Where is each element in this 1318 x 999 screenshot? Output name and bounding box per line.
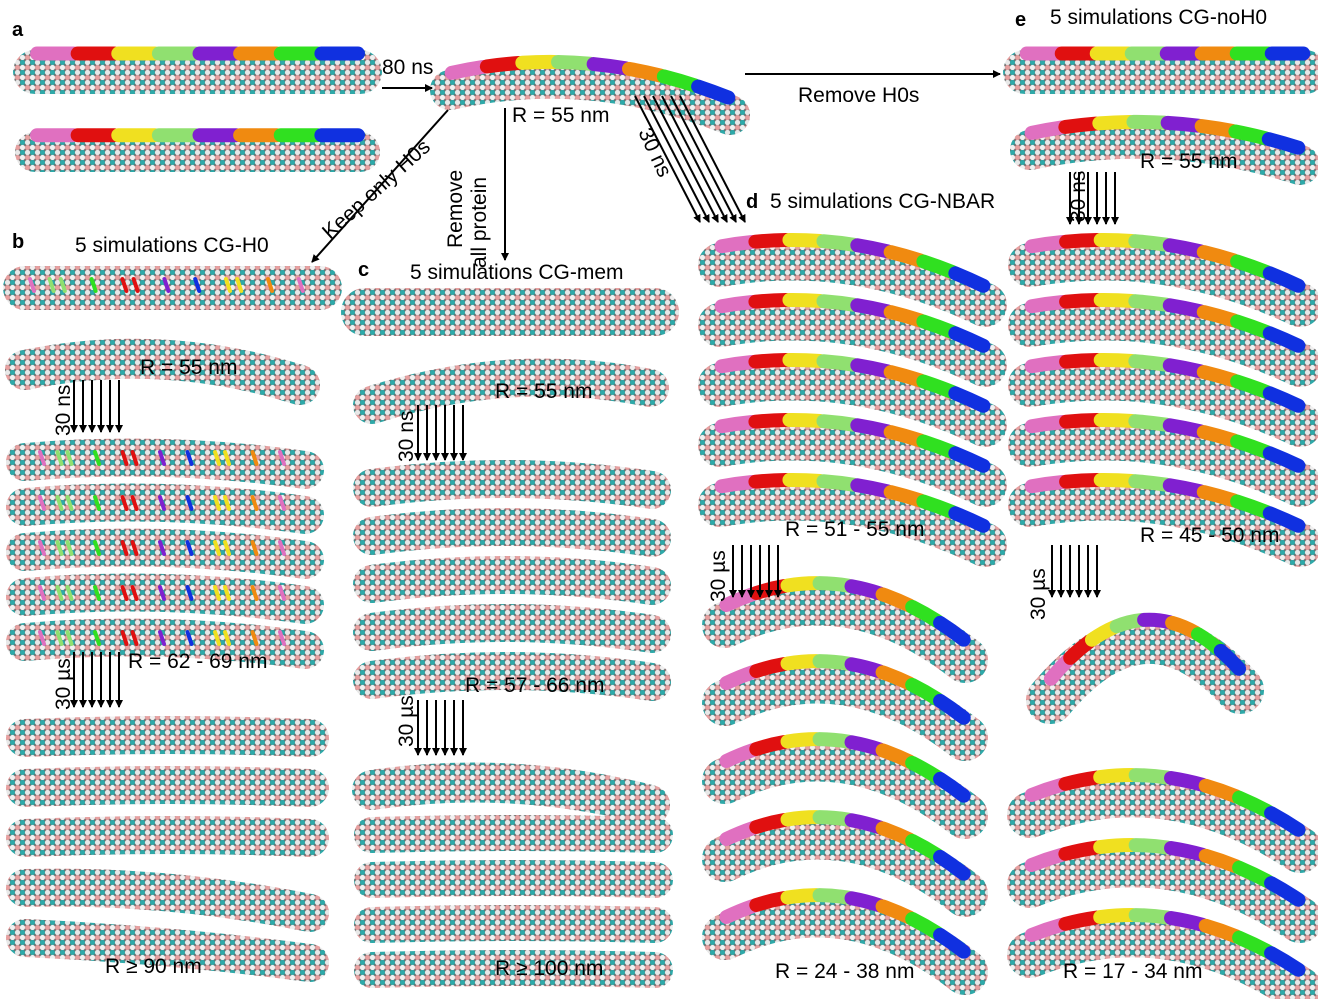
radius-label: R = 45 - 50 nm xyxy=(1140,524,1279,547)
membrane xyxy=(372,575,652,586)
figure: a 80 ns R = 55 nm Remove H0s Keep only H… xyxy=(0,0,1318,999)
panel-title: 5 simulations CG-noH0 xyxy=(1050,6,1267,29)
panel-title: 5 simulations CG-NBAR xyxy=(770,190,995,213)
radius-label: R = 57 - 66 nm xyxy=(465,674,604,697)
panel-title: 5 simulations CG-H0 xyxy=(75,234,269,257)
radius-label: R = 62 - 69 nm xyxy=(128,650,267,673)
radius-label: R ≥ 90 nm xyxy=(105,955,202,978)
time-label: 80 ns xyxy=(382,56,433,79)
radius-label: R = 55 nm xyxy=(495,380,592,403)
membrane xyxy=(372,782,650,805)
transition-label: Remove xyxy=(444,170,467,248)
membrane xyxy=(25,735,310,738)
membrane xyxy=(25,888,310,913)
radius-label: R = 55 nm xyxy=(512,104,609,127)
time-label: 30 µs xyxy=(707,550,730,602)
time-label: 30 µs xyxy=(52,658,75,710)
membrane xyxy=(372,527,652,538)
radius-label: R = 24 - 38 nm xyxy=(775,960,914,983)
membrane xyxy=(372,479,652,490)
panel-label: e xyxy=(1015,9,1026,31)
time-label: 30 ns xyxy=(1067,171,1090,222)
panel-label: a xyxy=(12,19,24,41)
transition-label: all protein xyxy=(468,177,491,268)
membrane xyxy=(372,623,652,634)
time-label: 30 ns xyxy=(395,411,418,462)
radius-label: R = 55 nm xyxy=(140,356,237,379)
time-label: 30 µs xyxy=(1027,568,1050,620)
membrane xyxy=(372,923,655,925)
membrane xyxy=(372,878,655,880)
radius-label: R = 17 - 34 nm xyxy=(1063,960,1202,983)
panel-label: c xyxy=(358,259,369,281)
panel-label: d xyxy=(746,191,758,213)
membrane xyxy=(25,785,310,788)
time-label: 30 ns xyxy=(633,124,676,180)
radius-label: R = 55 nm xyxy=(1140,150,1237,173)
time-label: 30 µs xyxy=(395,695,418,747)
panel-title: 5 simulations CG-mem xyxy=(410,261,624,284)
membrane xyxy=(25,835,310,838)
time-label: 30 ns xyxy=(52,385,75,436)
radius-label: R ≥ 100 nm xyxy=(495,957,603,980)
panel-label: b xyxy=(12,231,24,253)
radius-label: R = 51 - 55 nm xyxy=(785,518,924,541)
membrane xyxy=(372,833,655,835)
transition-label: Remove H0s xyxy=(798,84,919,107)
renderings xyxy=(25,54,1305,990)
